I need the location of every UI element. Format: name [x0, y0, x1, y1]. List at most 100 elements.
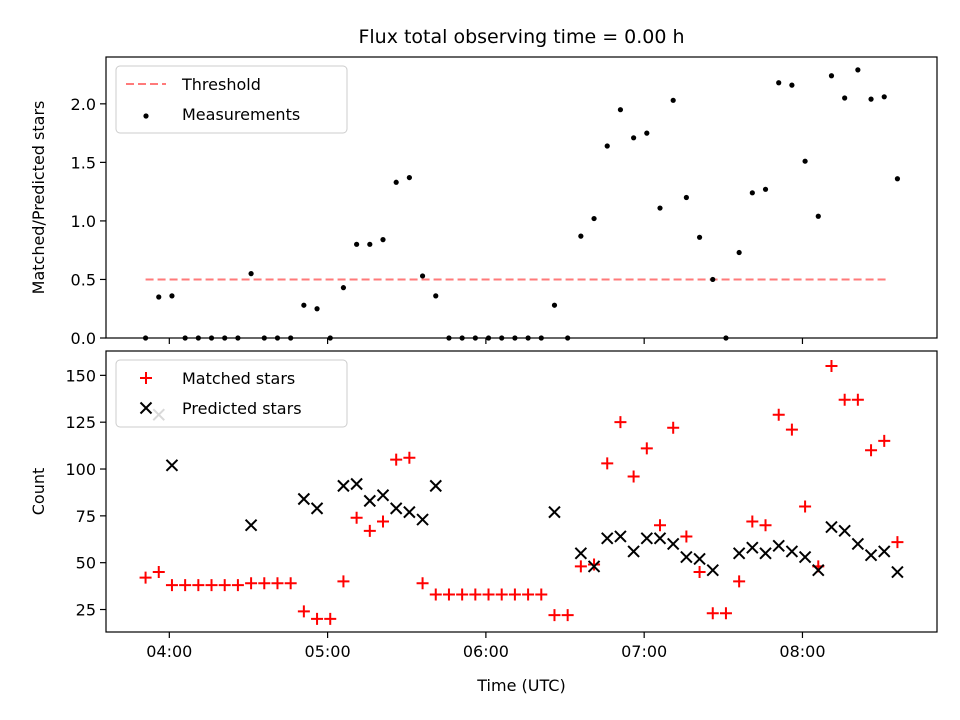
measurement-point: [208, 335, 215, 341]
matched-point: [891, 536, 904, 549]
measurement-point: [578, 233, 584, 239]
matched-point: [324, 612, 337, 625]
predicted-point: [666, 537, 680, 551]
predicted-point: [693, 552, 706, 566]
matched-point: [363, 524, 376, 537]
measurement-point: [617, 107, 624, 113]
matched-point: [482, 588, 495, 601]
matched-point: [139, 571, 152, 584]
matched-point: [179, 579, 192, 592]
matched-point: [878, 434, 891, 447]
legend-box: [115, 359, 348, 428]
predicted-point: [772, 539, 785, 553]
y-tick-label: 50: [76, 554, 96, 573]
measurement-point: [842, 95, 848, 101]
y-tick-label: 0.5: [71, 270, 96, 289]
measurement-point: [274, 335, 281, 341]
matched-point: [469, 588, 482, 601]
matched-point: [377, 515, 389, 528]
predicted-point: [389, 502, 403, 515]
measurement-point: [248, 271, 254, 277]
predicted-point: [587, 560, 601, 573]
measurement-point: [868, 96, 874, 102]
x-tick-label: 05:00: [305, 642, 351, 661]
measurement-point: [459, 335, 465, 341]
matched-point: [627, 470, 640, 483]
matched-point: [640, 442, 653, 455]
measurement-point: [301, 302, 307, 308]
predicted-point: [825, 520, 838, 534]
matched-point: [561, 609, 574, 622]
measurement-point: [393, 179, 399, 185]
y-tick-label: 2.0: [71, 95, 96, 114]
matched-point: [258, 577, 271, 590]
measurement-point: [419, 273, 426, 279]
measurement-point: [762, 186, 769, 192]
matched-point: [799, 500, 812, 513]
series-measurements: [142, 67, 901, 341]
measurement-point: [156, 294, 162, 300]
predicted-point: [785, 545, 799, 558]
predicted-point: [429, 479, 442, 493]
matched-point: [759, 519, 772, 532]
matched-point: [838, 393, 851, 406]
y-axis-label: Matched/Predicted stars: [29, 101, 48, 295]
measurement-point: [631, 135, 637, 141]
matched-point: [614, 416, 627, 429]
legend-label: Measurements: [182, 105, 300, 124]
matched-point: [495, 588, 508, 601]
axes-frame: [105, 56, 938, 339]
matched-point: [825, 359, 838, 372]
matched-point: [284, 577, 297, 590]
axes-frame: [105, 350, 938, 633]
x-axis-label: Time (UTC): [476, 676, 565, 695]
predicted-point: [165, 459, 179, 472]
measurement-point: [499, 335, 505, 341]
predicted-point: [812, 563, 825, 577]
measurement-point: [776, 80, 782, 86]
matched-point: [429, 588, 442, 601]
legend-label: Predicted stars: [182, 399, 302, 418]
predicted-point: [601, 532, 614, 545]
series-matched-stars: [139, 359, 904, 625]
predicted-point: [297, 492, 311, 506]
measurement-point: [380, 237, 386, 243]
matched-point: [192, 579, 205, 592]
matched-point: [772, 408, 785, 421]
predicted-point: [878, 545, 891, 558]
y-tick-label: 0.0: [71, 329, 96, 348]
predicted-point: [403, 505, 416, 519]
predicted-point: [732, 547, 746, 560]
y-axis-label: Count: [29, 468, 48, 516]
matched-point: [601, 457, 614, 470]
measurement-point: [485, 335, 492, 341]
matched-point: [851, 393, 864, 406]
measurement-point: [644, 130, 650, 136]
measurement-point: [406, 174, 412, 181]
predicted-point: [614, 530, 627, 543]
matched-point: [588, 558, 601, 571]
measurement-point: [472, 335, 478, 341]
measurement-point: [182, 335, 188, 341]
measurement-point: [235, 335, 241, 341]
matched-point: [574, 560, 587, 573]
measurement-point: [855, 67, 861, 73]
measurement-point: [551, 302, 558, 308]
measurement-point: [354, 241, 360, 247]
measurement-point: [881, 94, 887, 100]
measurement-point: [446, 335, 452, 341]
predicted-point: [574, 547, 588, 560]
predicted-point: [350, 477, 363, 491]
matched-point: [390, 453, 403, 466]
measurement-point: [314, 306, 320, 312]
matched-point: [152, 566, 165, 579]
matched-point: [535, 588, 548, 601]
measurement-point: [367, 241, 373, 247]
predicted-point: [244, 519, 258, 532]
measurement-point: [565, 335, 571, 341]
y-tick-label: 25: [76, 601, 96, 620]
measurement-point: [142, 335, 149, 341]
predicted-point: [798, 550, 812, 564]
measurement-point: [683, 194, 689, 201]
